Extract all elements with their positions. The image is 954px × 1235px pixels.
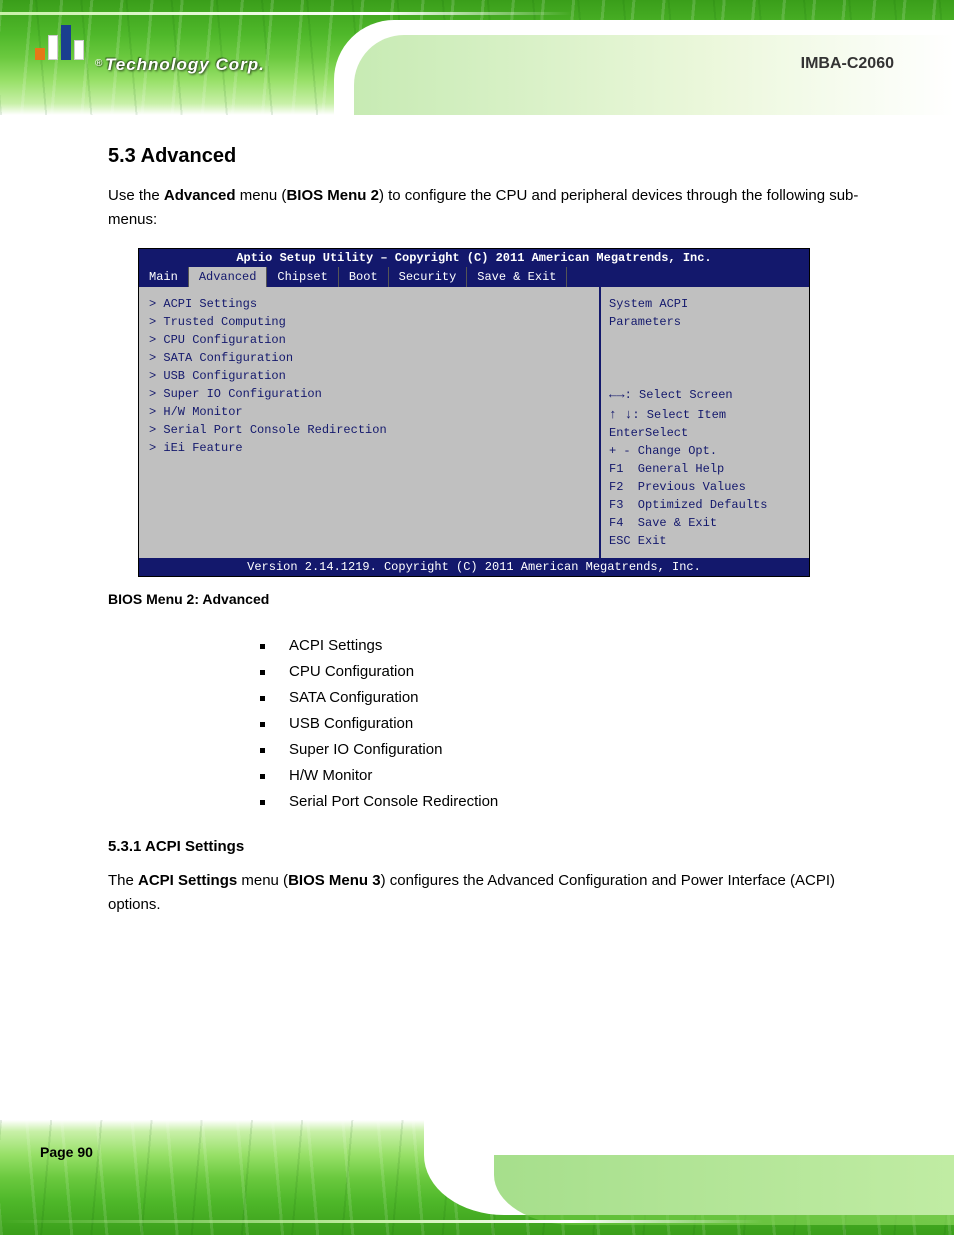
bios-help-nav: + - Change Opt.	[609, 442, 801, 460]
figure-caption: BIOS Menu 2: Advanced	[108, 591, 864, 607]
intro-ref: BIOS Menu 2	[286, 187, 379, 204]
intro-text-2: menu (	[236, 187, 287, 204]
bullet-icon	[260, 696, 265, 701]
bios-tab-main: Main	[139, 267, 189, 287]
bullet-icon	[260, 800, 265, 805]
header-banner: ® Technology Corp. IMBA-C2060	[0, 0, 954, 115]
bios-title-bar: Aptio Setup Utility – Copyright (C) 2011…	[139, 249, 809, 267]
bios-help-nav: ←→: Select Screen	[609, 385, 801, 405]
bios-footer-bar: Version 2.14.1219. Copyright (C) 2011 Am…	[139, 558, 809, 576]
bios-menu-item: > Trusted Computing	[149, 313, 589, 331]
subsection-name: ACPI Settings	[145, 838, 244, 855]
subsection-heading: 5.3.1 ACPI Settings	[108, 838, 864, 855]
bios-help-blank	[609, 349, 801, 367]
header-accent-line	[0, 12, 954, 15]
header-swoop-inner	[354, 35, 954, 115]
list-item-label: USB Configuration	[289, 715, 413, 732]
list-item: H/W Monitor	[260, 767, 864, 784]
bios-body: > ACPI Settings > Trusted Computing > CP…	[139, 287, 809, 558]
section-name: Advanced	[141, 145, 237, 167]
subsection-text: The ACPI Settings menu (BIOS Menu 3) con…	[108, 869, 864, 917]
bios-help-line: Parameters	[609, 313, 801, 331]
bios-menu-item: > SATA Configuration	[149, 349, 589, 367]
list-item-label: SATA Configuration	[289, 689, 419, 706]
bios-menu-item: > USB Configuration	[149, 367, 589, 385]
logo-bar-3	[61, 25, 71, 60]
bios-menu-item: > Super IO Configuration	[149, 385, 589, 403]
page-number: Page 90	[40, 1144, 93, 1160]
list-item: USB Configuration	[260, 715, 864, 732]
bios-tab-save-exit: Save & Exit	[467, 267, 567, 287]
bullet-icon	[260, 774, 265, 779]
list-item: SATA Configuration	[260, 689, 864, 706]
section-intro: Use the Advanced menu (BIOS Menu 2) to c…	[108, 184, 864, 232]
registered-mark: ®	[95, 58, 102, 69]
bios-help-nav: ↑ ↓: Select Item	[609, 405, 801, 425]
sub-bold: ACPI Settings	[138, 872, 237, 889]
arrow-up-down-icon: ↑ ↓	[609, 407, 632, 422]
company-logo	[35, 25, 87, 60]
page-content: 5.3 Advanced Use the Advanced menu (BIOS…	[0, 115, 954, 953]
list-item-label: Serial Port Console Redirection	[289, 793, 498, 810]
bios-menu-item: > Serial Port Console Redirection	[149, 421, 589, 439]
bios-help-line: System ACPI	[609, 295, 801, 313]
intro-bold: Advanced	[164, 187, 236, 204]
bios-menu-item: > ACPI Settings	[149, 295, 589, 313]
list-item: CPU Configuration	[260, 663, 864, 680]
product-name: IMBA-C2060	[801, 55, 894, 73]
sub-ref: BIOS Menu 3	[288, 872, 381, 889]
bios-tab-advanced: Advanced	[189, 267, 268, 287]
list-item-label: Super IO Configuration	[289, 741, 442, 758]
list-item-label: CPU Configuration	[289, 663, 414, 680]
list-item: Serial Port Console Redirection	[260, 793, 864, 810]
bios-menu-item: > H/W Monitor	[149, 403, 589, 421]
sub-text-2: menu (	[237, 872, 288, 889]
bios-help-nav: F3 Optimized Defaults	[609, 496, 801, 514]
bios-help-blank	[609, 331, 801, 349]
bios-menu-item: > iEi Feature	[149, 439, 589, 457]
bullet-icon	[260, 670, 265, 675]
bios-nav-text: : Select Item	[632, 408, 726, 422]
list-item: ACPI Settings	[260, 637, 864, 654]
bios-help-nav: F4 Save & Exit	[609, 514, 801, 532]
bios-help-nav: F1 General Help	[609, 460, 801, 478]
bullet-icon	[260, 644, 265, 649]
footer-banner: Page 90	[0, 1120, 954, 1235]
logo-bar-1	[35, 48, 45, 60]
logo-bar-2	[48, 35, 58, 60]
bios-menu-panel: > ACPI Settings > Trusted Computing > CP…	[139, 287, 601, 558]
bios-tab-row: Main Advanced Chipset Boot Security Save…	[139, 267, 809, 287]
subsection-number: 5.3.1	[108, 838, 141, 855]
list-item-label: H/W Monitor	[289, 767, 372, 784]
bios-help-blank	[609, 367, 801, 385]
section-heading: 5.3 Advanced	[108, 145, 864, 168]
arrow-left-right-icon: ←→	[609, 387, 625, 402]
bios-menu-item: > CPU Configuration	[149, 331, 589, 349]
company-name: Technology Corp.	[105, 55, 265, 75]
bios-help-panel: System ACPI Parameters ←→: Select Screen…	[601, 287, 809, 558]
bios-help-nav: ESC Exit	[609, 532, 801, 550]
bullet-icon	[260, 748, 265, 753]
bios-screenshot: Aptio Setup Utility – Copyright (C) 2011…	[138, 248, 810, 577]
logo-bar-4	[74, 40, 84, 60]
intro-text-1: Use the	[108, 187, 164, 204]
sub-text-1: The	[108, 872, 138, 889]
bios-tab-spacer	[567, 267, 809, 287]
bios-help-nav: F2 Previous Values	[609, 478, 801, 496]
list-item: Super IO Configuration	[260, 741, 864, 758]
footer-swoop-inner	[494, 1155, 954, 1225]
footer-accent-line	[0, 1220, 954, 1223]
bios-tab-boot: Boot	[339, 267, 389, 287]
list-item-label: ACPI Settings	[289, 637, 382, 654]
bios-nav-text: : Select Screen	[625, 388, 733, 402]
bullet-icon	[260, 722, 265, 727]
submenus-list: ACPI Settings CPU Configuration SATA Con…	[260, 637, 864, 810]
bios-tab-security: Security	[389, 267, 468, 287]
bios-tab-chipset: Chipset	[267, 267, 338, 287]
section-number: 5.3	[108, 145, 136, 167]
bios-help-nav: EnterSelect	[609, 424, 801, 442]
